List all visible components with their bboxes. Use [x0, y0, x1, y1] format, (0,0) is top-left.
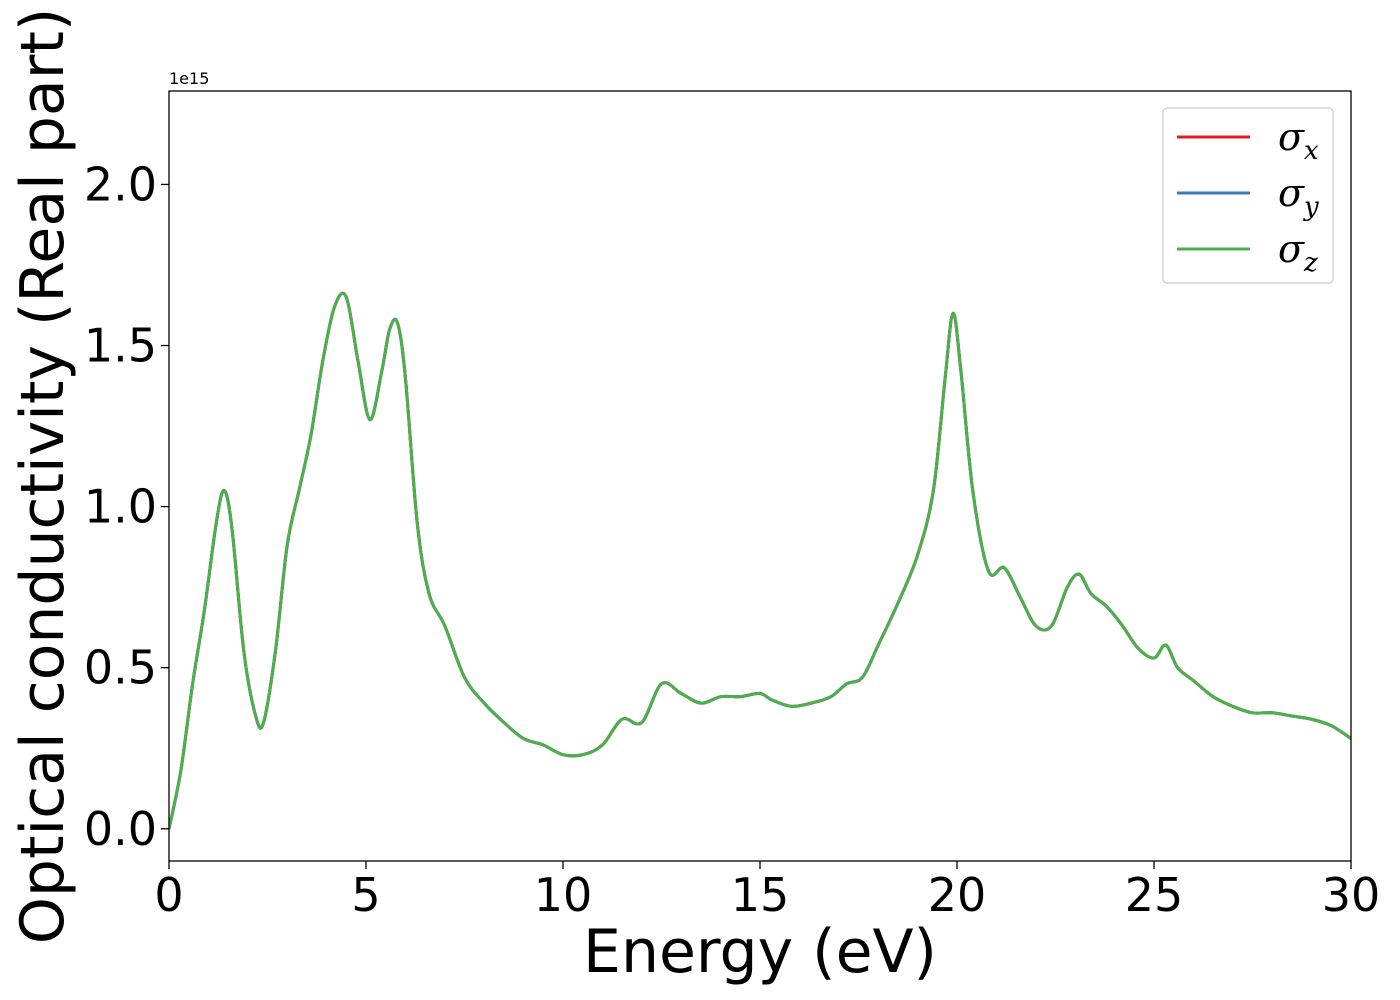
x-tick-label: 25	[1125, 868, 1184, 922]
y-axis-ticks: 0.0 0.5 1.0 1.5 2.0	[84, 157, 169, 856]
legend-label-y: σy	[1278, 171, 1319, 222]
legend-subscript: y	[1303, 192, 1319, 222]
series-line-z	[169, 291, 1351, 830]
x-tick-label: 30	[1322, 868, 1381, 922]
y-tick-label: 0.5	[84, 641, 157, 695]
y-tick-label: 1.0	[84, 480, 157, 534]
legend-label-x: σx	[1278, 115, 1319, 166]
x-axis-label: Energy (eV)	[583, 917, 937, 987]
y-tick-label: 2.0	[84, 157, 157, 211]
x-tick-label: 10	[534, 868, 593, 922]
plot-area	[169, 291, 1351, 830]
y-tick-label: 0.0	[84, 802, 157, 856]
legend-box	[1162, 107, 1334, 284]
legend-symbol: σ	[1278, 227, 1305, 271]
y-tick-label: 1.5	[84, 319, 157, 373]
legend-subscript: x	[1304, 136, 1319, 166]
y-axis-offset-label: 1e15	[169, 69, 209, 88]
x-tick-label: 15	[731, 868, 790, 922]
y-axis-label: Optical conductivity (Real part)	[8, 8, 78, 945]
legend-symbol: σ	[1278, 171, 1305, 215]
x-tick-label: 0	[154, 868, 183, 922]
x-axis-ticks: 0 5 10 15 20 25 30	[154, 861, 1380, 922]
x-tick-label: 20	[928, 868, 987, 922]
x-tick-label: 5	[351, 868, 380, 922]
legend-label-z: σz	[1278, 227, 1318, 278]
legend-symbol: σ	[1278, 115, 1305, 159]
legend-subscript: z	[1303, 248, 1318, 278]
